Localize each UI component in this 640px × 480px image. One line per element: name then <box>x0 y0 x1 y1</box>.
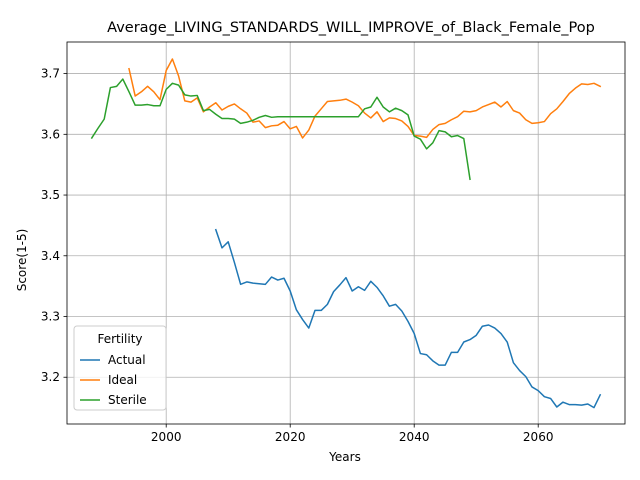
x-axis: 2000 2020 2040 2060 <box>151 424 554 444</box>
y-tick-label: 3.4 <box>41 249 60 263</box>
series-line-actual <box>214 228 602 409</box>
legend-title: Fertility <box>97 332 142 346</box>
y-tick-label: 3.5 <box>41 188 60 202</box>
legend-box <box>73 325 167 411</box>
y-axis: 3.2 3.3 3.4 3.5 3.6 3.7 <box>41 67 67 384</box>
series-line-ideal <box>128 58 602 139</box>
x-tick-label: 2020 <box>275 430 306 444</box>
y-tick-label: 3.2 <box>41 370 60 384</box>
chart-title: Average_LIVING_STANDARDS_WILL_IMPROVE_of… <box>107 20 595 36</box>
legend-label-sterile: Sterile <box>108 393 147 407</box>
grid <box>67 42 625 424</box>
y-tick-label: 3.6 <box>41 127 60 141</box>
x-axis-label: Years <box>328 450 361 464</box>
y-axis-label: Score(1-5) <box>15 229 29 292</box>
legend-label-actual: Actual <box>108 353 146 367</box>
x-tick-label: 2000 <box>151 430 182 444</box>
series-line-sterile <box>90 78 471 181</box>
x-tick-label: 2060 <box>523 430 554 444</box>
series-lines <box>90 58 602 409</box>
plot-frame <box>66 41 626 425</box>
legend-label-ideal: Ideal <box>108 373 137 387</box>
legend: Fertility Actual Ideal Sterile <box>73 325 167 411</box>
y-tick-label: 3.7 <box>41 67 60 81</box>
y-tick-label: 3.3 <box>41 310 60 324</box>
x-tick-label: 2040 <box>399 430 430 444</box>
